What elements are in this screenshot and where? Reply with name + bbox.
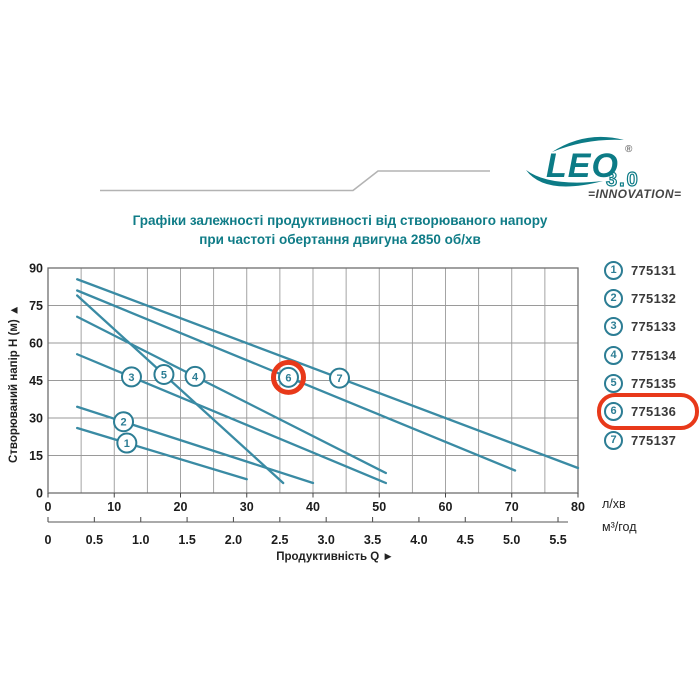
curve-marker-label-1: 1 bbox=[124, 438, 130, 450]
secondary-tick-label: 2.0 bbox=[225, 533, 242, 547]
x-tick-label: 20 bbox=[174, 500, 188, 514]
secondary-tick-label: 4.0 bbox=[410, 533, 427, 547]
legend-model-6: 775136 bbox=[631, 404, 677, 420]
curve-marker-3 bbox=[120, 366, 142, 388]
legend-marker-5: 5 bbox=[604, 373, 623, 393]
curve-marker-label-7: 7 bbox=[336, 373, 342, 385]
x-tick-label: 50 bbox=[372, 500, 386, 514]
legend-item-7: 7 775137 bbox=[604, 429, 676, 451]
logo-swoosh-upper-icon bbox=[552, 136, 624, 152]
legend-marker-4: 4 bbox=[604, 345, 623, 365]
secondary-tick-label: 2.5 bbox=[271, 533, 288, 547]
curve-line-7 bbox=[76, 278, 580, 470]
logo-swoosh-lower-icon bbox=[526, 170, 603, 187]
legend-model-2: 775132 bbox=[631, 290, 677, 306]
curve-marker-label-4: 4 bbox=[192, 371, 199, 383]
secondary-tick-label: 0.5 bbox=[86, 533, 103, 547]
legend-model-7: 775137 bbox=[631, 432, 677, 448]
curve-marker-4 bbox=[184, 365, 206, 387]
x-tick-label: 10 bbox=[107, 500, 121, 514]
curve-marker-5 bbox=[153, 363, 175, 385]
chart-title: Графіки залежності продуктивності від ст… bbox=[10, 211, 670, 249]
x-tick-label: 40 bbox=[306, 500, 320, 514]
x-tick-label: 80 bbox=[571, 500, 585, 514]
legend-item-3: 3 775133 bbox=[604, 316, 676, 338]
legend-item-1: 1 775131 bbox=[604, 259, 676, 281]
secondary-tick-label: 3.5 bbox=[364, 533, 381, 547]
logo-brand-text: LEO bbox=[546, 147, 619, 185]
leo-logo: LEO ® 3.0 =INNOVATION= bbox=[526, 136, 682, 201]
x-tick-label: 30 bbox=[240, 500, 254, 514]
secondary-tick-label: 1.0 bbox=[132, 533, 149, 547]
legend-item-4: 4 775134 bbox=[604, 344, 676, 366]
y-tick-label: 75 bbox=[29, 299, 43, 313]
x-tick-label: 70 bbox=[505, 500, 519, 514]
curve-marker-2 bbox=[113, 411, 135, 433]
x-axis-label: Продуктивність Q ► bbox=[276, 551, 394, 563]
y-tick-label: 0 bbox=[36, 487, 43, 501]
legend-marker-2: 2 bbox=[604, 288, 623, 308]
x-tick-label: 60 bbox=[439, 500, 453, 514]
curve-marker-label-6: 6 bbox=[285, 372, 291, 384]
curve-marker-7 bbox=[329, 367, 350, 389]
x-tick-label: 0 bbox=[45, 500, 52, 514]
secondary-tick-label: 4.5 bbox=[457, 533, 474, 547]
logo-tagline-text: =INNOVATION= bbox=[588, 187, 682, 201]
curve-line-1 bbox=[76, 426, 248, 481]
secondary-tick-label: 1.5 bbox=[178, 533, 195, 547]
legend-model-4: 775134 bbox=[631, 347, 677, 363]
secondary-tick-label: 5.0 bbox=[503, 533, 520, 547]
logo-version-text: 3.0 bbox=[606, 169, 640, 191]
curve-marker-label-5: 5 bbox=[161, 369, 167, 381]
legend-marker-7: 7 bbox=[604, 430, 623, 450]
y-tick-label: 60 bbox=[29, 337, 43, 351]
y-tick-label: 30 bbox=[29, 412, 43, 426]
y-tick-label: 15 bbox=[29, 449, 43, 463]
curve-marker-6 bbox=[277, 366, 299, 388]
secondary-tick-label: 5.5 bbox=[549, 533, 566, 547]
registered-trademark-icon: ® bbox=[625, 144, 633, 155]
curve-marker-1 bbox=[116, 432, 138, 454]
curve-marker-label-3: 3 bbox=[128, 372, 134, 384]
x-axis-unit-primary: л/хв bbox=[602, 497, 626, 511]
legend-item-5: 5 775135 bbox=[604, 372, 676, 394]
y-axis-label: Створюваний напір H (м) ► bbox=[8, 304, 20, 464]
chart-title-line2: при частоті обертання двигуна 2850 об/хв bbox=[199, 232, 481, 247]
legend-marker-3: 3 bbox=[604, 317, 623, 337]
curve-line-5 bbox=[76, 294, 285, 485]
decorative-header-line bbox=[100, 170, 490, 192]
y-tick-label: 90 bbox=[29, 262, 43, 276]
legend-marker-1: 1 bbox=[604, 260, 623, 280]
legend-model-1: 775131 bbox=[631, 262, 677, 278]
legend-model-5: 775135 bbox=[631, 375, 677, 391]
secondary-tick-label: 3.0 bbox=[317, 533, 334, 547]
y-tick-label: 45 bbox=[29, 374, 43, 388]
legend-model-3: 775133 bbox=[631, 319, 677, 335]
legend-item-2: 2 775132 bbox=[604, 287, 676, 309]
x-axis-unit-secondary: м³/год bbox=[602, 520, 637, 534]
decorative-line-path bbox=[100, 170, 490, 192]
curve-marker-label-2: 2 bbox=[120, 417, 126, 429]
secondary-tick-label: 0 bbox=[45, 533, 52, 547]
chart-highlight-ring bbox=[270, 359, 306, 395]
legend-highlight-ring bbox=[597, 393, 699, 430]
chart-title-line1: Графіки залежності продуктивності від ст… bbox=[132, 213, 548, 228]
